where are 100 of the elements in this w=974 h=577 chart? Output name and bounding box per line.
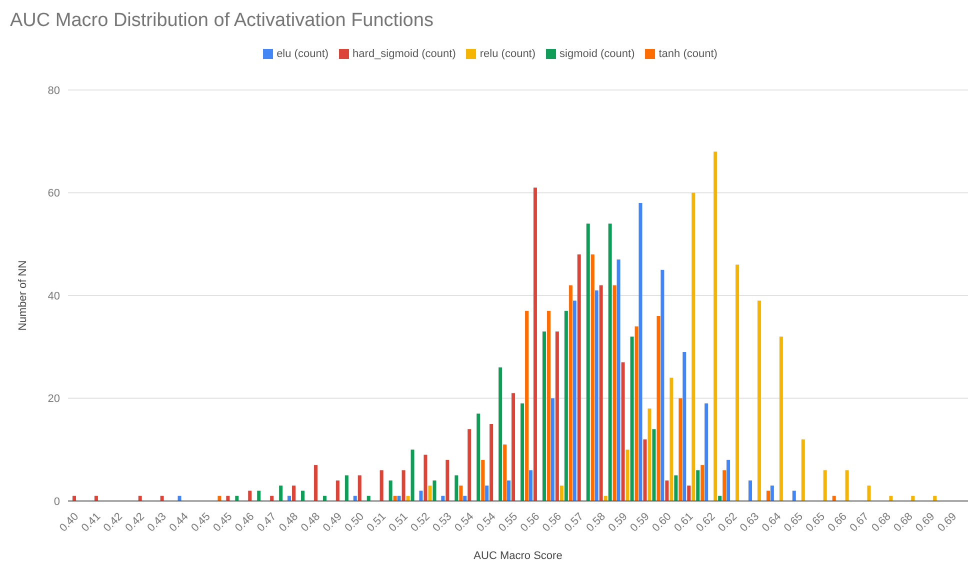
bar	[402, 470, 406, 501]
bar	[568, 285, 572, 501]
bar	[301, 490, 305, 501]
x-tick-label: 0.42	[101, 510, 125, 534]
bar	[665, 480, 669, 501]
x-tick-label: 0.40	[57, 510, 82, 534]
bar	[410, 450, 414, 501]
x-tick-label: 0.50	[342, 510, 366, 534]
bar	[626, 450, 630, 501]
bar	[770, 486, 774, 501]
bar	[845, 470, 849, 501]
bar	[652, 429, 656, 501]
bar	[656, 316, 660, 501]
legend-label: elu (count)	[276, 48, 329, 60]
legend-label: relu (count)	[480, 48, 536, 60]
x-tick-label: 0.68	[892, 510, 916, 534]
bar	[446, 460, 450, 501]
x-tick-label: 0.65	[804, 510, 828, 534]
x-tick-label: 0.63	[738, 510, 762, 534]
bar	[358, 475, 362, 501]
x-tick-label: 0.55	[496, 510, 520, 534]
bar	[700, 465, 704, 501]
bar	[682, 352, 686, 501]
bar	[419, 490, 423, 501]
bar	[542, 331, 546, 501]
bar	[507, 480, 511, 501]
x-tick-label: 0.56	[518, 510, 542, 534]
x-tick-label: 0.59	[606, 510, 630, 534]
bar	[823, 470, 827, 501]
bar	[714, 152, 718, 501]
x-tick-label: 0.48	[276, 510, 301, 534]
x-tick-label: 0.62	[694, 510, 718, 534]
bar	[616, 260, 620, 501]
x-tick-label: 0.69	[936, 510, 960, 534]
bar	[594, 290, 598, 501]
bar	[257, 490, 261, 501]
bar	[748, 480, 752, 501]
bar	[248, 490, 252, 501]
y-tick-label: 0	[54, 496, 60, 508]
x-tick-label: 0.58	[584, 510, 608, 534]
bar	[643, 439, 647, 501]
bar	[704, 403, 708, 501]
x-tick-label: 0.46	[233, 510, 257, 534]
x-tick-label: 0.51	[386, 510, 410, 534]
bar	[674, 475, 678, 501]
bar	[692, 192, 696, 501]
x-tick-label: 0.41	[79, 510, 104, 534]
x-tick-label: 0.53	[430, 510, 454, 534]
bar	[560, 486, 564, 501]
bar	[336, 480, 340, 501]
bar	[638, 203, 642, 501]
bar	[687, 486, 691, 501]
bar	[801, 439, 805, 501]
x-tick-label: 0.69	[914, 510, 938, 534]
bar	[476, 414, 480, 501]
bar	[550, 398, 554, 501]
x-tick-label: 0.48	[298, 510, 323, 534]
y-tick-label: 80	[48, 84, 60, 97]
bar	[577, 254, 581, 501]
bar	[428, 486, 432, 501]
x-tick-label: 0.44	[167, 510, 191, 534]
bar	[520, 403, 524, 501]
x-tick-label: 0.65	[782, 510, 806, 534]
bar	[388, 480, 392, 501]
bar	[490, 424, 494, 501]
x-tick-label: 0.45	[189, 510, 213, 534]
bar	[779, 336, 783, 501]
bar	[660, 270, 664, 501]
x-tick-label: 0.42	[123, 510, 147, 534]
x-tick-label: 0.62	[716, 510, 740, 534]
x-tick-label: 0.60	[650, 510, 674, 534]
y-tick-label: 40	[48, 290, 60, 302]
bar	[314, 465, 318, 501]
bar	[454, 475, 458, 501]
bar	[512, 393, 516, 501]
x-tick-label: 0.66	[826, 510, 850, 534]
bar	[670, 378, 674, 501]
x-tick-label: 0.68	[870, 510, 894, 534]
bar	[481, 460, 485, 501]
bar	[590, 254, 594, 501]
legend-label: hard_sigmoid (count)	[352, 48, 456, 60]
bar	[736, 264, 740, 501]
bar	[292, 486, 296, 501]
bar	[279, 486, 283, 501]
chart-title: AUC Macro Distribution of Activativation Functions	[10, 10, 434, 32]
bar	[608, 224, 612, 501]
y-tick-label: 60	[48, 188, 60, 200]
bar	[344, 475, 348, 501]
bar	[757, 300, 761, 501]
bar	[468, 429, 472, 501]
legend-label: tanh (count)	[658, 48, 718, 60]
bar	[525, 310, 529, 501]
bar	[696, 470, 700, 501]
bar	[766, 490, 770, 501]
legend-label: sigmoid (count)	[560, 48, 635, 60]
x-tick-label: 0.52	[408, 510, 432, 534]
bar	[634, 326, 638, 501]
x-tick-label: 0.49	[320, 510, 345, 534]
x-tick-label: 0.56	[540, 510, 564, 534]
bar	[630, 336, 634, 501]
